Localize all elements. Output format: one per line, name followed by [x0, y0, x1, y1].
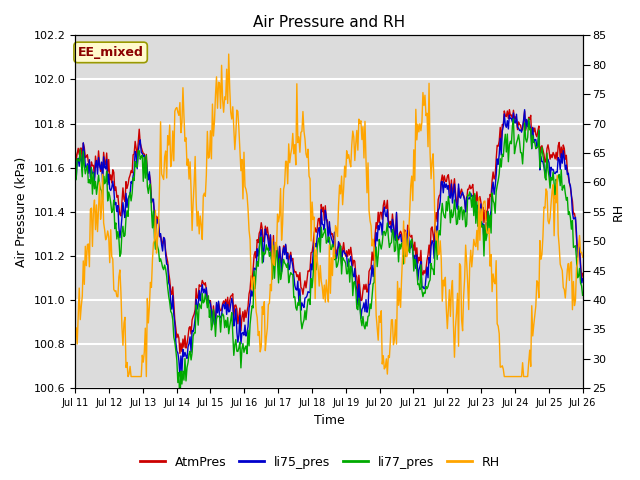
- X-axis label: Time: Time: [314, 414, 344, 427]
- Legend: AtmPres, li75_pres, li77_pres, RH: AtmPres, li75_pres, li77_pres, RH: [135, 451, 505, 474]
- Title: Air Pressure and RH: Air Pressure and RH: [253, 15, 405, 30]
- Y-axis label: RH: RH: [612, 203, 625, 221]
- Text: EE_mixed: EE_mixed: [77, 46, 143, 59]
- Y-axis label: Air Pressure (kPa): Air Pressure (kPa): [15, 156, 28, 267]
